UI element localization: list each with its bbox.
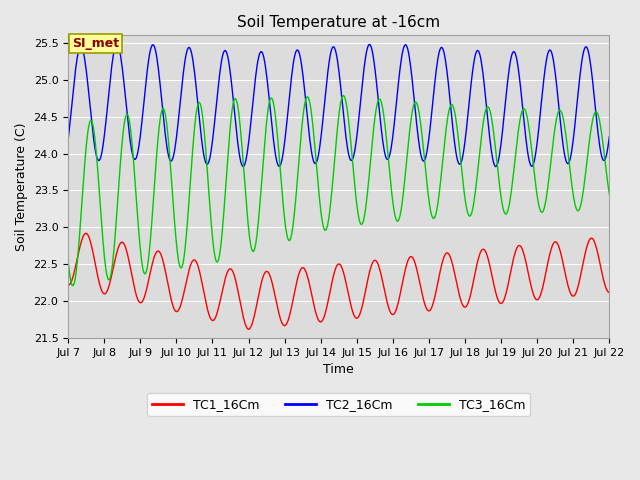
TC3_16Cm [422,169,429,175]
TC1_16Cm [605,289,613,295]
TC1_16Cm [83,230,90,236]
Line: TC1_16Cm: TC1_16Cm [68,233,609,329]
TC3_16Cm [605,192,613,197]
TC1_16Cm [74,253,82,259]
TC2_16Cm [605,133,613,139]
TC2_16Cm [421,156,429,162]
Title: Soil Temperature at -16cm: Soil Temperature at -16cm [237,15,440,30]
TC2_16Cm [214,86,222,92]
Line: TC3_16Cm: TC3_16Cm [68,96,609,286]
TC2_16Cm [492,164,500,169]
TC2_16Cm [64,136,72,142]
TC3_16Cm [214,258,222,264]
TC2_16Cm [113,42,121,48]
TC2_16Cm [131,156,138,162]
Line: TC2_16Cm: TC2_16Cm [68,45,609,167]
TC1_16Cm [131,285,138,290]
TC3_16Cm [186,193,193,199]
TC3_16Cm [131,169,138,175]
Legend: TC1_16Cm, TC2_16Cm, TC3_16Cm: TC1_16Cm, TC2_16Cm, TC3_16Cm [147,393,531,416]
TC1_16Cm [64,282,72,288]
TC2_16Cm [186,45,193,50]
TC3_16Cm [340,93,348,98]
TC3_16Cm [75,243,83,249]
TC2_16Cm [74,51,82,57]
Y-axis label: Soil Temperature (C): Soil Temperature (C) [15,122,28,251]
TC3_16Cm [64,258,72,264]
X-axis label: Time: Time [323,363,354,376]
TC1_16Cm [245,326,253,332]
TC1_16Cm [406,254,413,260]
TC1_16Cm [422,304,429,310]
TC2_16Cm [405,53,413,59]
TC1_16Cm [214,307,222,313]
TC3_16Cm [406,126,413,132]
TC3_16Cm [69,283,77,288]
TC1_16Cm [186,266,193,272]
Text: SI_met: SI_met [72,37,119,50]
